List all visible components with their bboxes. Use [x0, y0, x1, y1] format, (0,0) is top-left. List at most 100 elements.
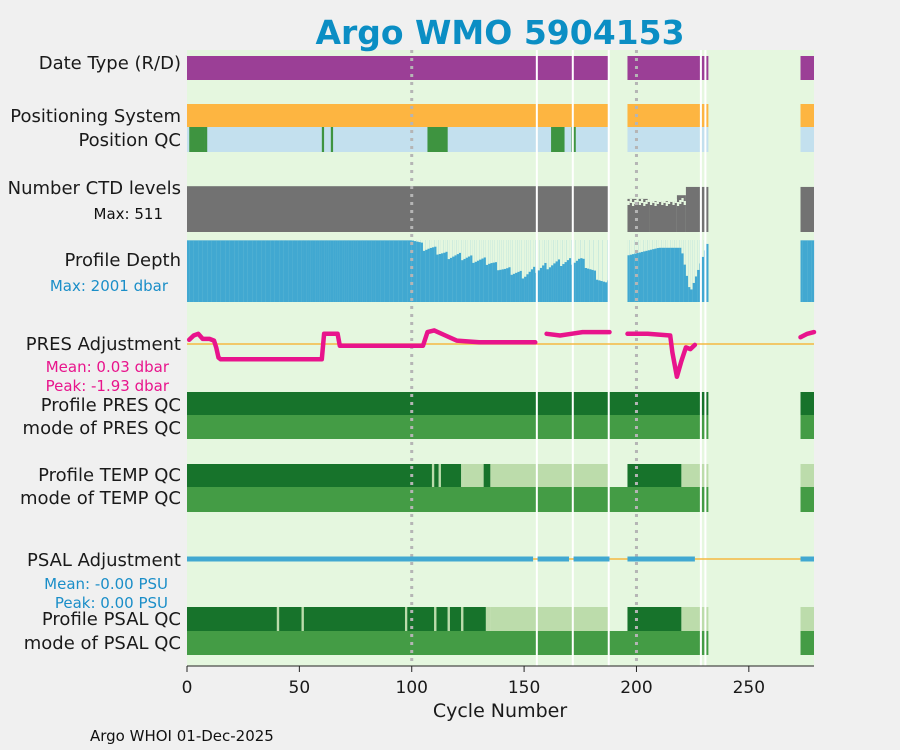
depth-bar-0-157	[539, 240, 543, 302]
depth-cut-149	[521, 240, 525, 279]
depth-bar-0-127	[472, 240, 475, 302]
depth-cut-130	[479, 240, 482, 260]
depth-bar-0-75	[355, 240, 358, 302]
profile-temp-qc-seg-0	[187, 464, 432, 487]
depth-cut-123	[463, 240, 466, 259]
depth-cut-227	[697, 240, 700, 270]
position-qc-bar-0	[187, 127, 610, 152]
depth-cut-208	[654, 240, 657, 249]
depth-bar-1-213	[665, 240, 669, 302]
profile-psal-qc-seg-0	[187, 607, 277, 631]
depth-bar-0-117	[449, 240, 453, 302]
depth-bar-0-50	[299, 240, 302, 302]
depth-cut-140	[501, 240, 504, 270]
depth-bar-0-85	[378, 240, 381, 302]
depth-bar-0-40	[276, 240, 280, 302]
depth-cut-169	[566, 240, 570, 261]
depth-bar-0-65	[333, 240, 336, 302]
depth-bar-0-181	[593, 240, 597, 302]
depth-cut-119	[454, 240, 457, 256]
depth-cut-122	[461, 240, 464, 261]
depth-bar-0-35	[265, 240, 269, 302]
depth-cut-199	[634, 240, 637, 254]
depth-bar-0-113	[440, 240, 444, 302]
depth-cut-107	[427, 240, 430, 249]
label-date-type: Date Type (R/D)	[39, 53, 181, 74]
profile-psal-qc-seg-11	[461, 607, 464, 631]
bars-layer	[187, 56, 815, 655]
depth-cut-167	[562, 240, 565, 265]
profile-temp-qc-seg-8	[490, 464, 610, 487]
depth-bar-0-109	[431, 240, 435, 302]
ctd-jag-214	[667, 200, 671, 204]
depth-bar-0-133	[485, 240, 489, 302]
depth-cut-136	[492, 240, 495, 263]
depth-bar-0-2	[191, 240, 194, 302]
position-qc-bar-1	[627, 127, 709, 152]
depth-cut-143	[508, 240, 511, 268]
depth-cut-223	[688, 240, 691, 288]
ctd-jag-196	[627, 201, 630, 205]
depth-cut-103	[418, 240, 421, 243]
depth-cut-168	[564, 240, 567, 263]
depth-bar-2-274	[802, 240, 806, 302]
depth-cut-200	[636, 240, 639, 254]
depth-bar-0-53	[306, 240, 309, 302]
label-profile-psal-qc: Profile PSAL QC	[42, 609, 181, 630]
depth-bar-0-148	[519, 240, 522, 302]
depth-bar-1-221	[683, 240, 687, 302]
depth-bar-0-137	[494, 240, 498, 302]
mode-pres-qc-seg-1	[800, 415, 814, 439]
depth-bar-0-142	[506, 240, 509, 302]
position-qc-flag-4	[427, 127, 448, 152]
depth-cut-178	[587, 240, 590, 269]
depth-bar-0-95	[400, 240, 403, 302]
psal-peak-annotation: Peak: 0.00 PSU	[55, 594, 168, 612]
label-profile-pres-qc: Profile PRES QC	[41, 395, 181, 416]
depth-cut-170	[569, 240, 572, 259]
profile-psal-qc-seg-2	[279, 607, 302, 631]
depth-bar-0-173	[575, 240, 579, 302]
depth-cut-111	[436, 240, 439, 255]
depth-bar-0-163	[553, 240, 556, 302]
depth-bar-0-178	[587, 240, 590, 302]
x-tick-label-1: 50	[289, 678, 311, 698]
depth-cut-127	[472, 240, 475, 263]
depth-bar-0-128	[474, 240, 478, 302]
depth-bar-2-275	[805, 240, 808, 302]
depth-cut-126	[470, 240, 473, 256]
depth-bar-1-218	[676, 240, 680, 302]
depth-bar-0-14	[218, 240, 221, 302]
depth-cut-114	[443, 240, 446, 253]
depth-bar-1-201	[638, 240, 642, 302]
depth-bar-0-38	[272, 240, 275, 302]
depth-cut-100	[411, 240, 415, 241]
depth-bar-0-179	[589, 240, 592, 302]
depth-bar-1-198	[631, 240, 635, 302]
depth-bar-0-180	[591, 240, 594, 302]
depth-bar-0-160	[546, 240, 549, 302]
profile-temp-qc-seg-11	[800, 464, 814, 487]
gap-layer	[410, 50, 707, 666]
depth-bar-0-83	[373, 240, 376, 302]
depth-bar-0-42	[281, 240, 284, 302]
depth-bar-0-161	[548, 240, 552, 302]
missing-cycle-line-3	[699, 50, 702, 666]
depth-bar-0-94	[398, 240, 401, 302]
pres-peak-annotation: Peak: -1.93 dbar	[46, 377, 170, 395]
depth-bar-0-0	[187, 240, 190, 302]
depth-bar-0-170	[569, 240, 572, 302]
depth-cut-181	[593, 240, 597, 271]
depth-cut-144	[510, 240, 513, 275]
depth-bar-0-73	[351, 240, 354, 302]
mode-psal-qc-seg-0	[187, 631, 709, 655]
depth-bar-0-165	[557, 240, 561, 302]
ctd-levels-bar-4	[685, 186, 709, 232]
depth-bar-0-169	[566, 240, 570, 302]
depth-bar-0-39	[274, 240, 278, 302]
depth-bar-0-164	[555, 240, 558, 302]
ctd-jag-210	[658, 198, 662, 202]
date-type-bar-0	[187, 56, 610, 80]
depth-bar-0-167	[562, 240, 565, 302]
depth-bar-0-77	[360, 240, 363, 302]
